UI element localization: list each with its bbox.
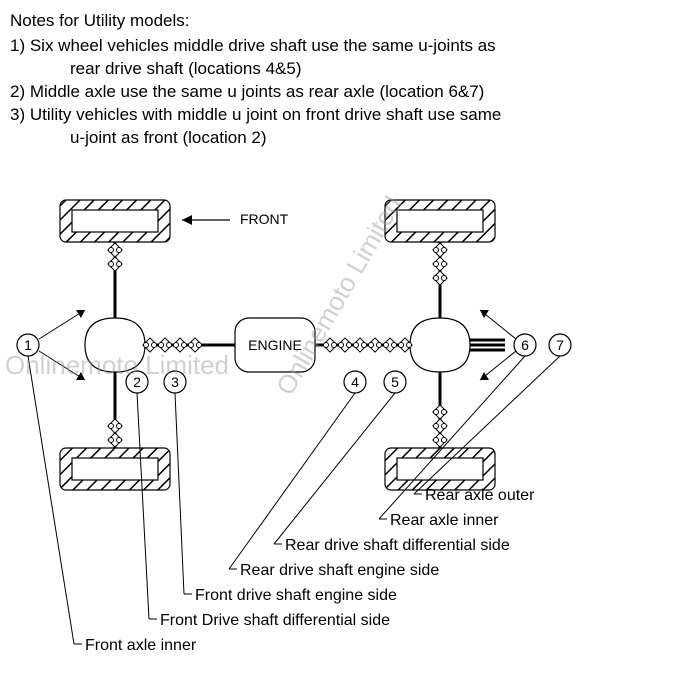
svg-text:Front Drive shaft differential: Front Drive shaft differential side [160,612,390,629]
note-2: 2) Middle axle use the same u joints as … [10,81,690,104]
svg-text:5: 5 [391,374,399,390]
svg-text:6: 6 [521,337,529,353]
svg-text:7: 7 [556,337,564,353]
svg-text:Rear axle outer: Rear axle outer [425,487,535,504]
svg-text:ENGINE: ENGINE [248,337,302,353]
svg-text:2: 2 [133,374,141,390]
note-3a: 3) Utility vehicles with middle u joint … [10,104,690,127]
svg-text:Rear axle inner: Rear axle inner [390,512,499,529]
note-1a: 1) Six wheel vehicles middle drive shaft… [10,35,690,58]
note-1b: rear drive shaft (locations 4&5) [10,58,690,81]
svg-text:FRONT: FRONT [240,211,289,227]
note-3b: u-joint as front (location 2) [10,127,690,150]
svg-text:1: 1 [24,337,32,353]
svg-text:Front axle inner: Front axle inner [85,637,197,654]
svg-text:Rear drive shaft engine side: Rear drive shaft engine side [240,562,439,579]
diagram-svg: ENGINE FRONT Rear axle outer Rear axle inne… [10,170,690,690]
svg-text:4: 4 [351,374,359,390]
svg-text:3: 3 [171,374,179,390]
drivetrain-diagram: ENGINE FRONT Rear axle outer Rear axle inne… [10,170,690,690]
notes-block: Notes for Utility models: 1) Six wheel v… [10,10,690,150]
notes-title: Notes for Utility models: [10,10,690,33]
svg-text:Rear drive shaft differential: Rear drive shaft differential side [285,537,510,554]
svg-text:Front drive shaft engine side: Front drive shaft engine side [195,587,397,604]
